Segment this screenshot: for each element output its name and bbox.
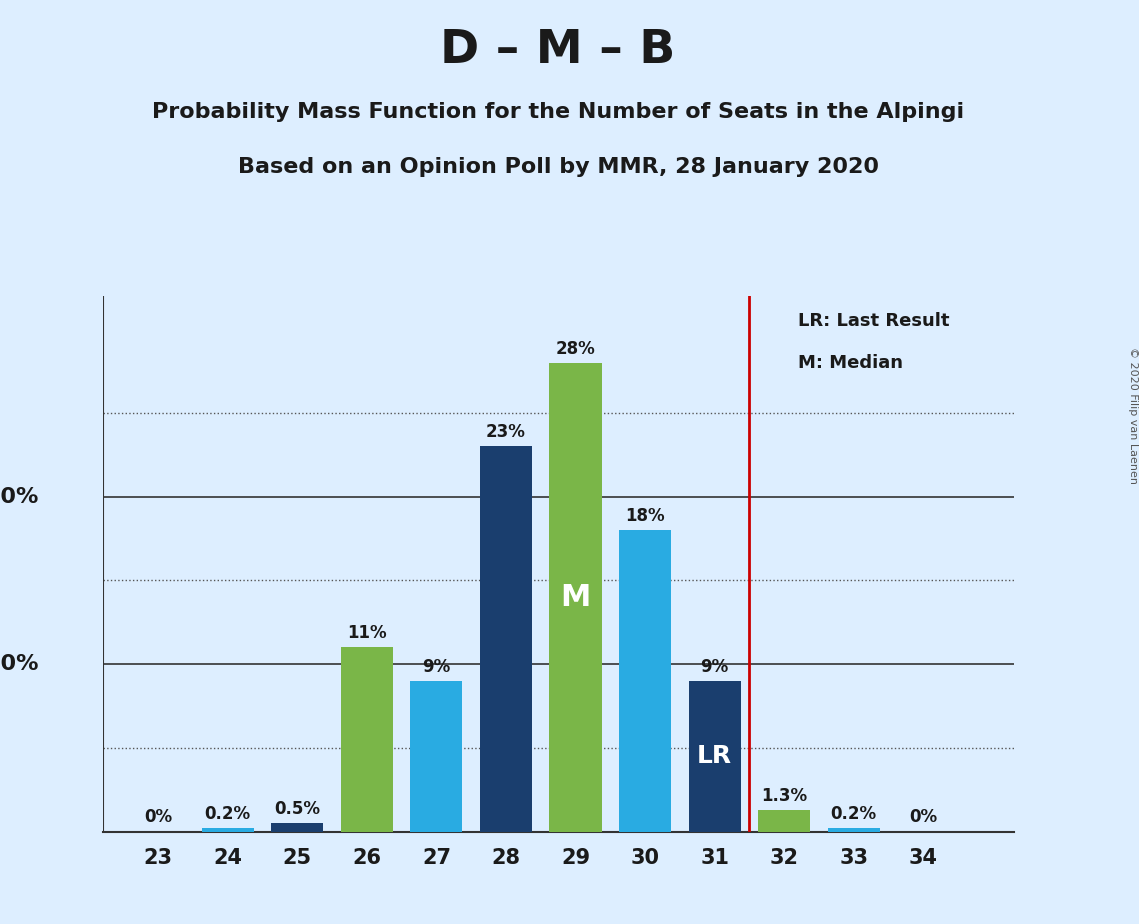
Text: Probability Mass Function for the Number of Seats in the Alpingi: Probability Mass Function for the Number… xyxy=(151,102,965,122)
Text: 10%: 10% xyxy=(0,654,39,675)
Text: 11%: 11% xyxy=(347,625,386,642)
Text: 0.2%: 0.2% xyxy=(830,805,877,823)
Bar xyxy=(202,828,254,832)
Bar xyxy=(828,828,879,832)
Text: 0%: 0% xyxy=(145,808,172,826)
Bar xyxy=(759,809,810,832)
Bar xyxy=(341,648,393,832)
Text: LR: Last Result: LR: Last Result xyxy=(798,311,950,330)
Bar xyxy=(410,681,462,832)
Text: LR: LR xyxy=(697,744,732,768)
Text: 0.2%: 0.2% xyxy=(205,805,251,823)
Bar xyxy=(271,823,323,832)
Text: 9%: 9% xyxy=(423,658,451,675)
Text: 20%: 20% xyxy=(0,487,39,506)
Text: 23%: 23% xyxy=(486,423,526,442)
Bar xyxy=(689,681,740,832)
Bar xyxy=(618,530,671,832)
Text: 0%: 0% xyxy=(909,808,937,826)
Text: Based on an Opinion Poll by MMR, 28 January 2020: Based on an Opinion Poll by MMR, 28 Janu… xyxy=(238,157,878,177)
Text: 0.5%: 0.5% xyxy=(274,800,320,819)
Text: M: Median: M: Median xyxy=(798,354,903,371)
Bar xyxy=(480,446,532,832)
Text: 9%: 9% xyxy=(700,658,729,675)
Text: 28%: 28% xyxy=(556,340,596,358)
Bar xyxy=(549,363,601,832)
Text: 18%: 18% xyxy=(625,507,665,525)
Text: 1.3%: 1.3% xyxy=(761,787,808,805)
Text: D – M – B: D – M – B xyxy=(441,28,675,73)
Text: M: M xyxy=(560,583,591,612)
Text: © 2020 Filip van Laenen: © 2020 Filip van Laenen xyxy=(1129,347,1138,484)
